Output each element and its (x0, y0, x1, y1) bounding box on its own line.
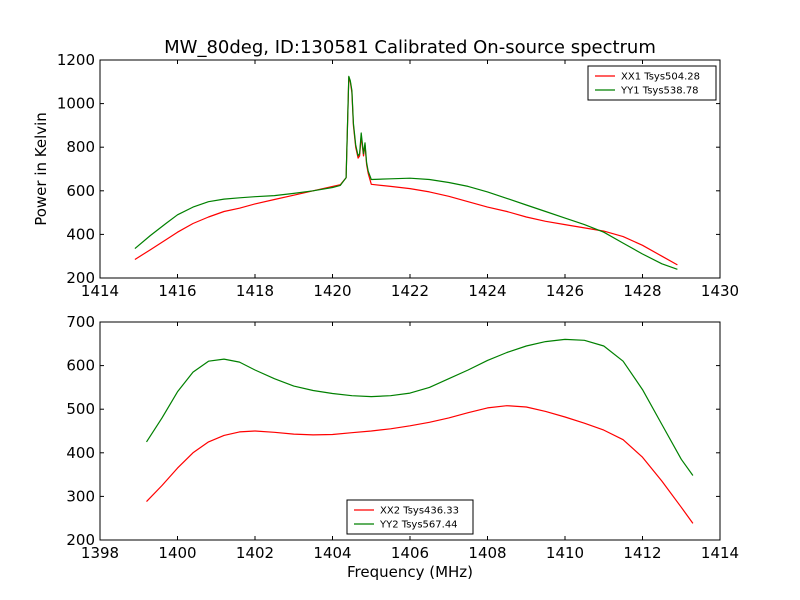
x-tick-label: 1406 (391, 544, 429, 562)
chart-title: MW_80deg, ID:130581 Calibrated On-source… (164, 37, 656, 58)
legend-box (587, 65, 717, 101)
y-tick-label: 600 (66, 182, 95, 200)
x-tick-label: 1404 (313, 544, 351, 562)
y-tick-label: 800 (66, 138, 95, 156)
x-tick-label: 1414 (701, 544, 739, 562)
legend: XX1 Tsys504.28 YY1 Tsys538.78 (587, 65, 717, 101)
series-line-2 (134, 75, 678, 270)
y-tick-label: 200 (66, 269, 95, 287)
x-tick-label: 1424 (468, 282, 506, 300)
y-axis-label: Power in Kelvin (32, 112, 50, 226)
y-tick-label: 400 (66, 225, 95, 243)
series-line-1 (146, 405, 694, 524)
x-tick-label: 1412 (623, 544, 661, 562)
y-tick-label: 400 (66, 444, 95, 462)
series-group (134, 75, 678, 270)
y-tick-label: 1000 (57, 95, 95, 113)
y-tick-label: 200 (66, 531, 95, 549)
x-tick-label: 1428 (623, 282, 661, 300)
x-tick-label: 1402 (236, 544, 274, 562)
legend-entry: YY1 Tsys538.78 (620, 86, 699, 97)
x-tick-label: 1398 (81, 544, 119, 562)
x-tick-label: 1422 (391, 282, 429, 300)
legend-entry: XX1 Tsys504.28 (621, 72, 700, 83)
x-tick-label: 1408 (468, 544, 506, 562)
x-tick-label: 1420 (313, 282, 351, 300)
top-panel: 1414 1416 1418 1420 1422 1424 1426 1428 1430 200 4… (32, 51, 739, 300)
series-line-2 (145, 338, 694, 476)
series-group (145, 338, 694, 524)
x-tick-label: 1430 (701, 282, 739, 300)
x-tick-label: 1426 (546, 282, 584, 300)
x-axis-label: Frequency (MHz) (347, 563, 473, 581)
bottom-panel: 1398 1400 1402 1404 1406 1408 1410 1412 1414 200 3… (66, 313, 739, 581)
legend-entry: XX2 Tsys436.33 (380, 506, 459, 517)
x-tick-label: 1416 (158, 282, 196, 300)
y-tick-label: 300 (66, 487, 95, 505)
y-tick-label: 1200 (57, 51, 95, 69)
x-tick-label: 1414 (81, 282, 119, 300)
y-tick-label: 600 (66, 357, 95, 375)
legend-entry: YY2 Tsys567.44 (379, 520, 458, 531)
x-tick-label: 1410 (546, 544, 584, 562)
y-tick-label: 500 (66, 400, 95, 418)
y-tick-label: 700 (66, 313, 95, 331)
x-tick-label: 1400 (158, 544, 196, 562)
x-tick-label: 1418 (236, 282, 274, 300)
legend-box (346, 499, 474, 535)
legend: XX2 Tsys436.33 YY2 Tsys567.44 (346, 499, 474, 535)
